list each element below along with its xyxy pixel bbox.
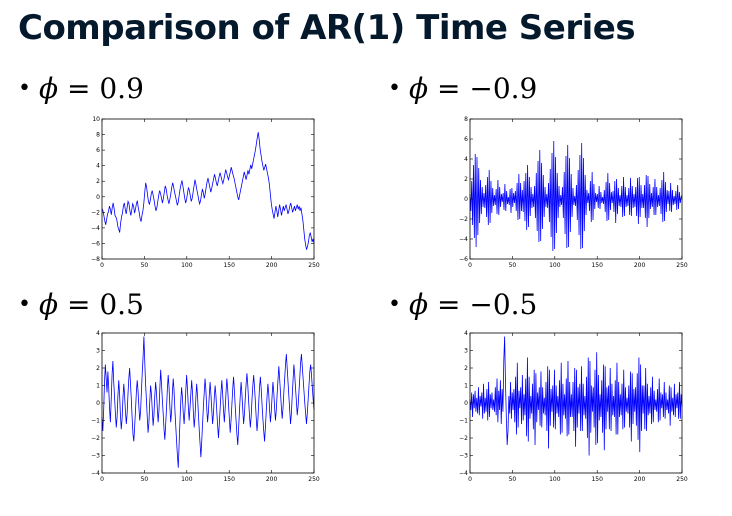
x-tick-label: 200 [266,262,278,269]
bullet-phi-0.5: • ϕ = 0.5 [18,288,144,321]
y-tick-label: −1 [459,418,468,425]
y-tick-label: −3 [91,453,100,460]
phi-symbol: ϕ [38,288,59,321]
equals-sign: = [66,72,91,105]
y-tick-label: −6 [459,256,468,263]
y-tick-label: −2 [459,216,468,223]
x-tick-label: 250 [676,476,688,483]
y-tick-label: −4 [459,470,468,477]
x-tick-label: 50 [141,262,149,269]
equals-sign: = [66,288,91,321]
y-tick-label: 8 [96,132,100,139]
x-tick-label: 200 [634,262,646,269]
bullet-dot: • [388,76,401,101]
line-chart: 0 50 100 150 200 250 −4 −3 −2 −1 0 1 2 3 4 [91,330,320,483]
y-tick-label: −4 [91,470,100,477]
phi-value: 0.5 [99,288,144,321]
y-tick-label: 8 [464,116,468,123]
page-title: Comparison of AR(1) Time Series [18,8,636,48]
x-tick-label: 200 [634,476,646,483]
bullet-dot: • [18,292,31,317]
chart-phi-neg-0.9: 0 50 100 150 200 250 −6 −4 −2 0 2 4 6 8 [456,115,688,273]
x-tick-label: 100 [181,476,193,483]
y-tick-label: 4 [464,156,468,163]
bullet-phi-0.9: • ϕ = 0.9 [18,72,144,105]
line-chart: 0 50 100 150 200 250 −6 −4 −2 0 2 4 6 8 [459,116,688,269]
x-tick-label: 100 [549,476,561,483]
bullet-phi-neg-0.5: • ϕ = −0.5 [388,288,537,321]
bullet-dot: • [388,292,401,317]
x-tick-label: 250 [308,476,320,483]
series-line [469,140,683,252]
y-tick-label: 3 [464,348,468,355]
y-tick-label: −2 [91,209,100,216]
y-tick-label: −3 [459,453,468,460]
x-tick-label: 150 [591,262,603,269]
chart-phi-0.5: 0 50 100 150 200 250 −4 −3 −2 −1 0 1 2 3 4 [88,329,320,487]
x-tick-label: 100 [181,262,193,269]
series-line [101,336,315,468]
x-tick-label: 200 [266,476,278,483]
y-tick-label: −8 [91,256,100,263]
x-tick-label: 250 [676,262,688,269]
x-tick-label: 250 [308,262,320,269]
plot-frame [101,118,315,260]
x-tick-label: 50 [141,476,149,483]
phi-symbol: ϕ [38,72,59,105]
y-tick-label: 10 [92,116,100,123]
bullet-phi-neg-0.9: • ϕ = −0.9 [388,72,537,105]
y-tick-label: 0 [464,196,468,203]
plot-frame [101,332,315,474]
y-tick-label: 6 [96,147,100,154]
plot-frame [469,118,683,260]
y-tick-label: 2 [96,365,100,372]
x-tick-label: 0 [100,476,104,483]
y-tick-label: −2 [459,435,468,442]
y-tick-label: 0 [464,400,468,407]
x-tick-label: 50 [509,476,517,483]
y-tick-label: −6 [91,240,100,247]
phi-value: −0.9 [469,72,538,105]
phi-symbol: ϕ [408,288,429,321]
x-tick-label: 150 [591,476,603,483]
phi-value: −0.5 [469,288,538,321]
x-tick-label: 150 [223,476,235,483]
y-tick-label: 4 [96,330,100,337]
y-tick-label: 2 [464,176,468,183]
x-tick-label: 50 [509,262,517,269]
y-tick-label: 3 [96,348,100,355]
y-tick-label: 4 [464,330,468,337]
line-chart: 0 50 100 150 200 250 −4 −3 −2 −1 0 1 2 3 4 [459,330,688,483]
y-tick-label: 1 [96,383,100,390]
y-tick-label: −4 [459,236,468,243]
y-tick-label: 2 [96,178,100,185]
chart-phi-neg-0.5: 0 50 100 150 200 250 −4 −3 −2 −1 0 1 2 3 4 [456,329,688,487]
x-tick-label: 150 [223,262,235,269]
y-tick-label: 0 [96,400,100,407]
y-tick-label: −1 [91,418,100,425]
x-tick-label: 0 [468,262,472,269]
bullet-dot: • [18,76,31,101]
y-tick-label: −2 [91,435,100,442]
series-line [101,132,315,250]
series-line [469,336,683,456]
y-tick-label: 4 [96,163,100,170]
y-tick-label: −4 [91,225,100,232]
phi-value: 0.9 [99,72,144,105]
chart-phi-0.9: 0 50 100 150 200 250 −8 −6 −4 −2 0 2 4 6 8 10 [88,115,320,273]
y-tick-label: 1 [464,383,468,390]
x-tick-label: 0 [468,476,472,483]
equals-sign: = [436,288,461,321]
x-tick-label: 100 [549,262,561,269]
phi-symbol: ϕ [408,72,429,105]
y-tick-label: 0 [96,194,100,201]
y-tick-label: 2 [464,365,468,372]
line-chart: 0 50 100 150 200 250 −8 −6 −4 −2 0 2 4 6 8 10 [91,116,320,269]
equals-sign: = [436,72,461,105]
y-tick-label: 6 [464,136,468,143]
x-tick-label: 0 [100,262,104,269]
